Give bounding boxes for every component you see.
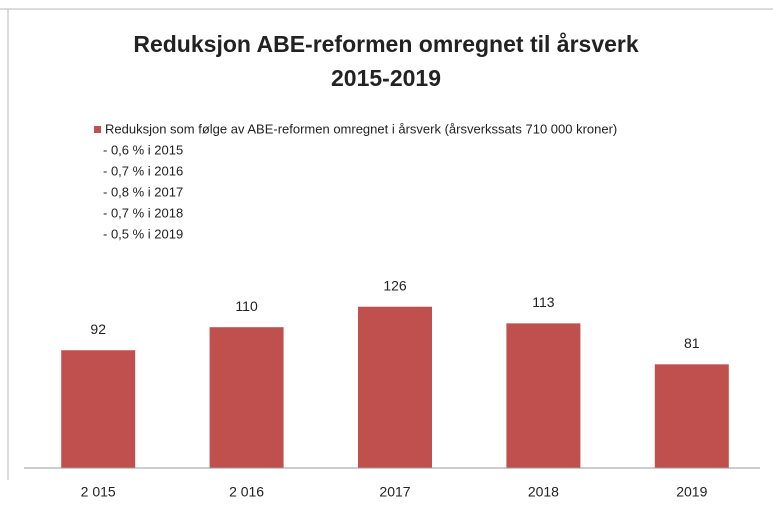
legend-note: - 0,6 % i 2015 <box>103 142 183 157</box>
legend-note: - 0,7 % i 2016 <box>103 163 183 178</box>
legend-label: Reduksjon som følge av ABE-reformen omre… <box>105 121 617 136</box>
data-label: 81 <box>684 335 700 351</box>
x-tick-label: 2017 <box>379 484 410 500</box>
bar <box>654 364 729 468</box>
legend-note: - 0,7 % i 2018 <box>103 205 183 220</box>
data-label: 113 <box>532 294 555 310</box>
chart-title: Reduksjon ABE-reformen omregnet til årsv… <box>133 31 638 57</box>
data-label: 126 <box>383 277 407 293</box>
bar <box>61 350 136 468</box>
data-label: 110 <box>235 298 258 314</box>
bar <box>209 327 284 468</box>
x-tick-label: 2 016 <box>229 484 264 500</box>
data-label: 92 <box>90 321 106 337</box>
legend-note: - 0,5 % i 2019 <box>103 226 183 241</box>
bar <box>506 323 581 468</box>
legend-note: - 0,8 % i 2017 <box>103 184 183 199</box>
bar <box>358 306 432 468</box>
x-tick-label: 2 015 <box>81 484 116 500</box>
x-tick-label: 2019 <box>676 484 707 500</box>
legend-swatch <box>94 126 101 133</box>
chart-title: 2015-2019 <box>331 65 441 91</box>
x-tick-label: 2018 <box>528 484 559 500</box>
